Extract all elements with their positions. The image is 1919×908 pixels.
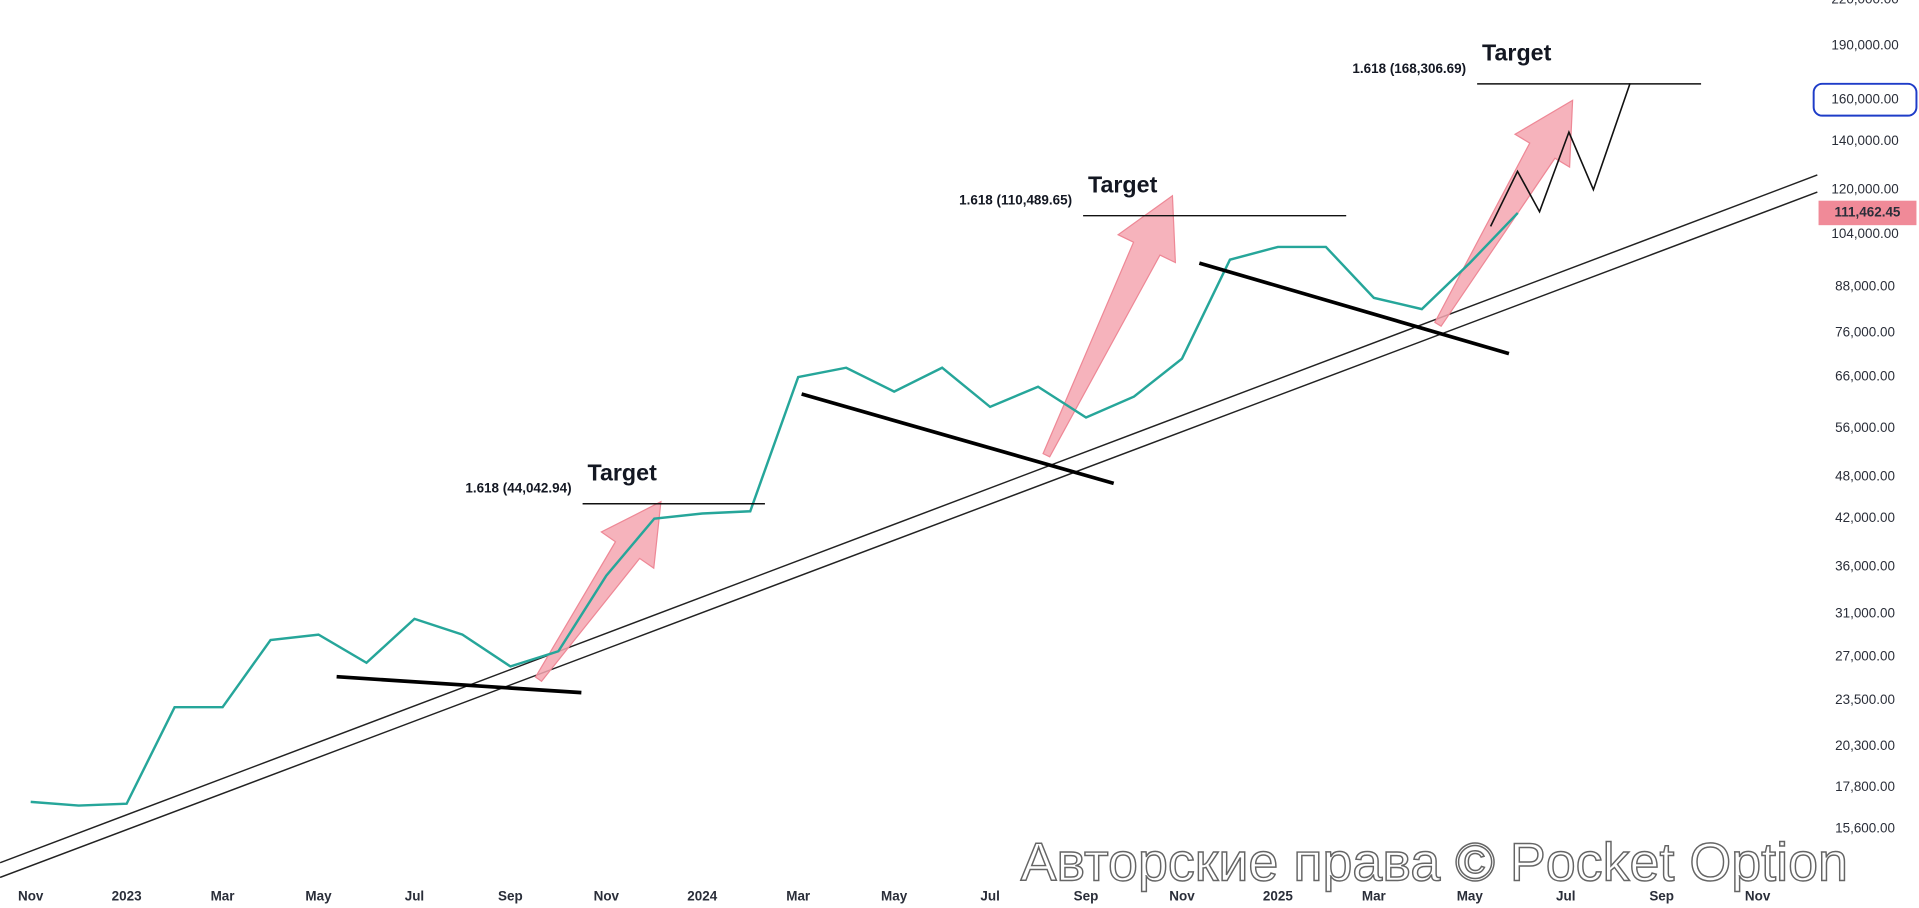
- trend-line: [1198, 261, 1510, 356]
- y-tick-label: 42,000.00: [1835, 510, 1895, 525]
- y-tick-label: 48,000.00: [1835, 468, 1895, 483]
- target-label: Target: [1482, 40, 1552, 66]
- y-tick-label: 76,000.00: [1835, 324, 1895, 339]
- x-tick-label: Jul: [1556, 889, 1575, 904]
- x-tick-label: Jul: [980, 889, 999, 904]
- x-tick-label: Jul: [405, 889, 424, 904]
- x-tick-label: Nov: [18, 889, 44, 904]
- projection-path: [1489, 82, 1631, 227]
- x-tick-label: Mar: [1362, 889, 1387, 904]
- y-tick-label: 56,000.00: [1835, 420, 1895, 435]
- x-tick-label: 2025: [1263, 889, 1293, 904]
- arrow: [1042, 194, 1177, 458]
- x-tick-label: 2024: [687, 889, 717, 904]
- x-tick-label: Nov: [1169, 889, 1195, 904]
- y-tick-label: 23,500.00: [1835, 692, 1895, 707]
- fib-label: 1.618 (44,042.94): [465, 481, 571, 496]
- x-tick-label: 2023: [112, 889, 142, 904]
- channel-line: [0, 191, 1818, 879]
- price-label-bg: [1818, 200, 1917, 226]
- y-tick-label: 36,000.00: [1835, 558, 1895, 573]
- price-line: [30, 212, 1519, 807]
- fib-label: 1.618 (110,489.65): [959, 193, 1072, 208]
- trend-line: [801, 392, 1115, 486]
- annotations: 1.618 (44,042.94) Target 1.618 (110,489.65…: [465, 40, 1702, 505]
- axes: 15,600.00 17,800.00 20,300.00 23,500.00 27,0…: [18, 0, 1918, 904]
- x-tick-label: Sep: [1649, 889, 1674, 904]
- y-tick-label: 88,000.00: [1835, 279, 1895, 294]
- y-tick-label: 15,600.00: [1835, 820, 1895, 835]
- arrows: [534, 99, 1574, 683]
- x-tick-label: May: [1457, 889, 1484, 904]
- x-tick-label: Mar: [211, 889, 236, 904]
- x-tick-label: Sep: [498, 889, 523, 904]
- arrow: [1434, 99, 1574, 328]
- y-tick-label: 140,000.00: [1831, 133, 1898, 148]
- x-tick-label: Mar: [786, 889, 811, 904]
- fib-label: 1.618 (168,306.69): [1352, 61, 1466, 76]
- y-tick-label: 66,000.00: [1835, 369, 1895, 384]
- y-tick-label: 31,000.00: [1835, 605, 1895, 620]
- watermark: Авторские права © Pocket Option: [1021, 833, 1848, 893]
- target-label: Target: [1088, 171, 1158, 197]
- y-tick-label: 160,000.00: [1831, 91, 1898, 106]
- plot: [30, 212, 1519, 807]
- x-tick-label: Nov: [1745, 889, 1771, 904]
- x-tick-label: May: [881, 889, 908, 904]
- y-tick-label: 120,000.00: [1831, 181, 1898, 196]
- channel-line: [0, 174, 1818, 864]
- y-tick-label: 17,800.00: [1835, 779, 1895, 794]
- x-tick-label: Sep: [1074, 889, 1099, 904]
- trend-line: [336, 674, 582, 695]
- y-tick-label: 20,300.00: [1835, 738, 1895, 753]
- x-tick-label: May: [305, 889, 332, 904]
- y-tick-label: 220,000.00: [1831, 0, 1898, 7]
- x-tick-label: Nov: [594, 889, 620, 904]
- arrow: [534, 500, 662, 683]
- tick-highlight: [1812, 82, 1918, 117]
- target-label: Target: [587, 459, 657, 485]
- price-label: 111,462.45: [1835, 204, 1901, 219]
- y-tick-label: 104,000.00: [1831, 226, 1898, 241]
- y-tick-label: 190,000.00: [1831, 37, 1898, 52]
- y-tick-label: 27,000.00: [1835, 649, 1895, 664]
